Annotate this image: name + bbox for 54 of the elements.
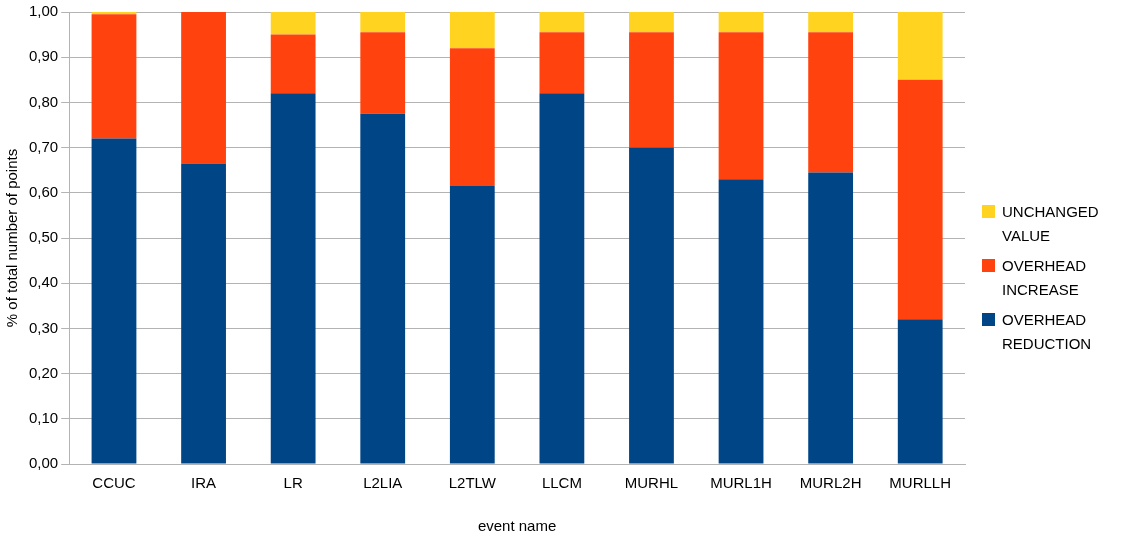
bar <box>270 34 316 94</box>
y-tick-label: 0,90 <box>28 47 59 65</box>
bar <box>718 32 764 180</box>
bar <box>360 113 406 464</box>
bar <box>808 32 854 173</box>
x-tick-label: L2TLW <box>448 474 497 492</box>
bar <box>897 319 943 464</box>
bar <box>629 147 674 464</box>
y-tick-label: 0,80 <box>28 92 59 110</box>
bar <box>808 172 854 464</box>
x-tick-label: MURHL <box>624 474 679 492</box>
y-axis-title: % of total number of points <box>3 148 21 328</box>
bar <box>181 12 226 164</box>
bar <box>539 93 585 464</box>
x-tick-label: L2LIA <box>363 474 403 492</box>
bar <box>897 12 943 80</box>
x-tick-label: CCUC <box>92 474 136 492</box>
y-tick-label: 0,20 <box>28 363 59 381</box>
legend-label: OVERHEAD INCREASE <box>1002 256 1088 300</box>
y-tick-label: 0,70 <box>28 137 59 155</box>
bar <box>718 12 764 33</box>
bar <box>270 93 316 464</box>
x-tick-label: LLCM <box>541 474 582 492</box>
bar <box>181 163 226 464</box>
y-tick-label: 0,40 <box>28 273 59 291</box>
bar <box>449 186 495 464</box>
bar <box>539 12 585 33</box>
x-tick-label: MURLLH <box>889 474 952 492</box>
bar <box>539 32 585 94</box>
bar <box>897 79 943 320</box>
x-axis-title: event name <box>477 517 557 535</box>
x-tick-label: MURL2H <box>799 474 862 492</box>
legend-label: UNCHANGED VALUE <box>1002 202 1100 246</box>
bar <box>808 12 854 33</box>
y-tick-label: 0,00 <box>28 454 59 472</box>
y-tick-label: 1,00 <box>28 2 59 20</box>
legend-label: OVERHEAD REDUCTION <box>1002 310 1093 354</box>
x-tick-label: MURL1H <box>710 474 772 492</box>
bar <box>360 32 406 114</box>
y-tick-label: 0,60 <box>28 182 59 200</box>
bar <box>91 14 137 139</box>
y-tick-label: 0,30 <box>28 318 59 336</box>
bar <box>449 12 495 49</box>
y-tick-label: 0,10 <box>28 408 59 426</box>
x-tick-label: IRA <box>191 474 217 492</box>
x-tick-label: LR <box>283 474 303 492</box>
y-tick-label: 0,50 <box>28 228 59 246</box>
bar <box>629 32 674 148</box>
bar <box>270 12 316 35</box>
bar <box>629 12 674 33</box>
bar <box>449 48 495 187</box>
bar <box>718 179 764 464</box>
bar <box>360 12 406 33</box>
bar <box>91 138 137 464</box>
